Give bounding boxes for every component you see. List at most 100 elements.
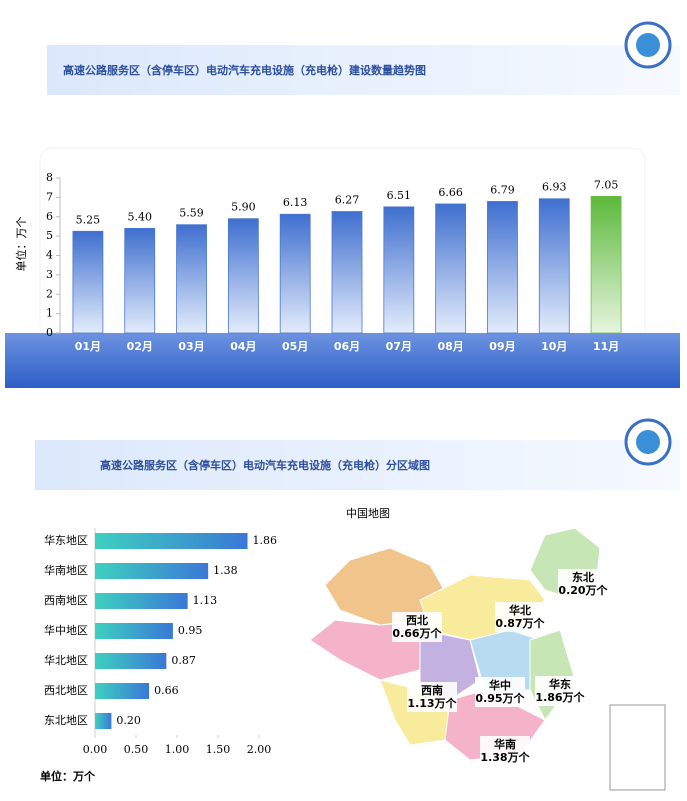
map-label-box — [392, 612, 442, 642]
y-tick-label: 1 — [46, 307, 53, 320]
map-label-box — [558, 569, 608, 599]
bar — [95, 713, 112, 729]
x-axis-label: 单位：万个 — [40, 769, 96, 783]
bar — [487, 201, 518, 334]
bar — [95, 563, 209, 579]
value-label: 7.05 — [594, 178, 619, 191]
y-tick-label: 4 — [46, 249, 53, 262]
map-value: 0.87万个 — [495, 616, 545, 630]
value-label: 6.93 — [542, 181, 567, 194]
bar — [279, 213, 311, 334]
value-label: 6.79 — [490, 183, 515, 196]
map-region: 华南 — [494, 737, 516, 751]
x-tick-label: 1.00 — [165, 743, 190, 756]
map-title: 中国地图 — [346, 507, 390, 520]
value-label: 0.87 — [171, 654, 196, 667]
bar — [331, 211, 363, 334]
map-region: 华北 — [509, 603, 531, 617]
value-label: 1.38 — [213, 564, 238, 577]
value-label: 5.59 — [179, 207, 204, 220]
value-label: 5.25 — [76, 213, 101, 226]
y-tick-label: 5 — [46, 229, 53, 242]
map-value: 0.20万个 — [558, 583, 608, 597]
title-band — [35, 440, 680, 490]
x-tick-label: 0.50 — [124, 743, 149, 756]
y-tick-label: 2 — [46, 287, 53, 300]
map-region: 东北 — [572, 570, 594, 584]
y-tick-label: 华中地区 — [44, 623, 88, 637]
y-tick-label: 0 — [46, 326, 53, 339]
x-tick-label: 02月 — [127, 340, 153, 353]
value-label: 0.20 — [116, 714, 140, 727]
inset-map — [609, 704, 666, 791]
x-tick-label: 10月 — [541, 340, 567, 353]
map-region: 西南 — [421, 683, 443, 697]
x-tick-label: 09月 — [489, 340, 515, 353]
map-label-box — [495, 602, 545, 632]
y-tick-label: 华东地区 — [44, 533, 88, 547]
value-label: 6.27 — [335, 194, 360, 207]
logo — [624, 21, 672, 466]
chart-title: 高速公路服务区（含停车区）电动汽车充电设施（充电枪）建设数量趋势图 — [63, 63, 426, 77]
y-tick-label: 6 — [46, 210, 53, 223]
x-tick-label: 08月 — [437, 340, 463, 353]
value-label: 6.51 — [387, 189, 412, 202]
y-tick-label: 7 — [46, 190, 53, 203]
bar — [435, 203, 467, 334]
y-tick-label: 西南地区 — [44, 594, 88, 607]
map-value: 0.95万个 — [475, 691, 525, 705]
map-label-box — [475, 677, 525, 707]
bar — [95, 593, 188, 609]
map-value: 1.86万个 — [535, 690, 585, 704]
bar — [124, 227, 156, 334]
map — [309, 527, 601, 761]
value-label: 1.13 — [193, 594, 218, 607]
bar — [95, 533, 248, 549]
title-band — [47, 45, 680, 95]
y-tick-label: 华南地区 — [44, 563, 88, 577]
x-tick-label: 05月 — [282, 340, 308, 353]
value-label: 1.86 — [253, 534, 278, 547]
bar — [538, 198, 570, 334]
x-tick-label: 0.00 — [83, 743, 108, 756]
x-tick-label: 04月 — [230, 340, 256, 353]
bar — [72, 230, 104, 334]
x-tick-label: 03月 — [178, 340, 204, 353]
y-tick-label: 8 — [46, 171, 53, 184]
bar — [383, 206, 415, 334]
x-tick-label: 01月 — [75, 340, 101, 353]
map-value: 1.13万个 — [407, 696, 457, 710]
map-label-box — [407, 682, 457, 712]
y-axis-label: 单位：万个 — [14, 217, 28, 272]
chart-title: 高速公路服务区（含停车区）电动汽车充电设施（充电枪）分区域图 — [100, 458, 430, 472]
bar — [590, 196, 622, 334]
value-label: 5.40 — [127, 210, 152, 223]
bar — [227, 218, 259, 334]
map-value: 0.66万个 — [392, 626, 442, 640]
bar — [176, 224, 207, 334]
x-tick-label: 2.00 — [247, 743, 272, 756]
map-label-box — [535, 676, 585, 706]
bar — [95, 623, 173, 639]
map-region: 华东 — [549, 677, 571, 691]
map-label-box — [480, 736, 530, 766]
map-region: 华中 — [489, 678, 511, 692]
axis-band — [5, 333, 680, 388]
y-tick-label: 东北地区 — [44, 714, 88, 727]
value-label: 6.66 — [438, 186, 463, 199]
y-tick-label: 西北地区 — [44, 684, 88, 697]
x-tick-label: 06月 — [334, 340, 360, 353]
value-label: 0.66 — [154, 684, 179, 697]
x-tick-label: 1.50 — [206, 743, 231, 756]
value-label: 6.13 — [283, 196, 308, 209]
value-label: 0.95 — [178, 624, 203, 637]
x-tick-label: 11月 — [593, 340, 619, 353]
y-tick-label: 华北地区 — [44, 653, 88, 667]
y-tick-label: 3 — [46, 268, 53, 281]
x-tick-label: 07月 — [386, 340, 412, 353]
value-label: 5.90 — [231, 201, 256, 214]
map-region: 西北 — [406, 613, 428, 627]
map-value: 1.38万个 — [480, 750, 530, 764]
bar — [95, 683, 150, 699]
